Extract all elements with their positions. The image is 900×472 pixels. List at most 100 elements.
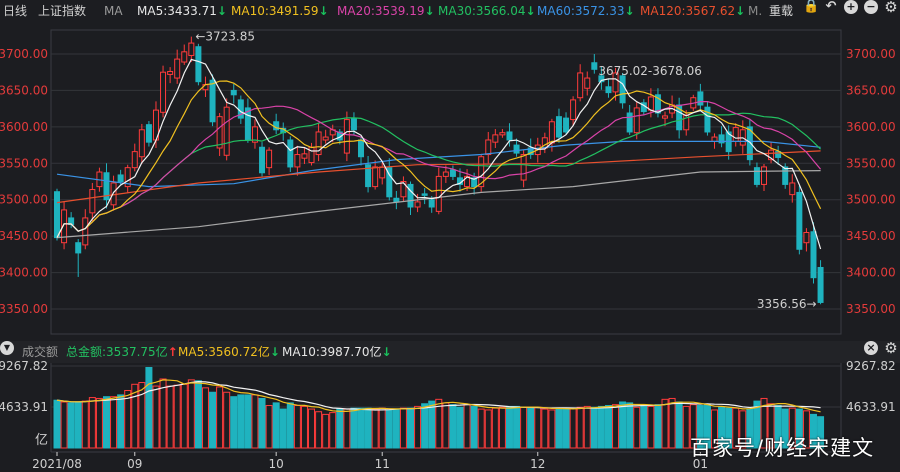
candle-down (605, 86, 612, 94)
candle-down (421, 193, 428, 196)
volume-bar-up (739, 410, 747, 449)
y-tick-label-left: 3550.00 (0, 156, 48, 170)
volume-bar-up (767, 403, 775, 449)
volume-bar-down (640, 405, 648, 449)
volume-bar-up (414, 405, 422, 449)
volume-bar-up (548, 409, 556, 449)
volume-total-text: 总金额:3537.75亿 (66, 345, 168, 359)
reload-button[interactable]: 重载 (769, 4, 794, 18)
collapse-triangle-icon[interactable]: ▼ (0, 341, 14, 355)
lock-icon[interactable]: 🔒 (803, 0, 820, 14)
candle-down (506, 131, 513, 141)
volume-bar-down (357, 407, 365, 449)
ma-truncated-label: M. (748, 4, 763, 18)
x-tick-label: 01 (693, 457, 708, 471)
gear-icon[interactable]: ⚙ (884, 339, 898, 357)
volume-bar-down (209, 391, 217, 449)
volume-bar-down (407, 407, 414, 449)
volume-bar-down (718, 406, 726, 449)
volume-bar-down (470, 405, 478, 449)
y-tick-label-right: 3500.00 (846, 193, 896, 207)
candle-down (407, 183, 414, 208)
candle-up (61, 209, 68, 244)
volume-bar-up (498, 406, 506, 449)
volume-bar-down (428, 400, 436, 449)
volume-bar-up (88, 397, 96, 449)
ma-legend-item: MA5:3433.71↓ (137, 4, 227, 18)
ma-indicator-label[interactable]: MA (104, 4, 123, 18)
candle-down (259, 146, 266, 174)
volume-bar-down (449, 404, 457, 449)
volume-bar-down (696, 405, 704, 449)
volume-bar-up (442, 402, 450, 449)
price-annotation: ←3723.85 (195, 30, 255, 44)
volume-toolbar: ▼ 成交额 总金额:3537.75亿↑ MA5:3560.72亿↓ MA10:3… (0, 341, 900, 363)
zoom-out-icon[interactable]: − (864, 0, 878, 14)
candle-up (322, 136, 329, 141)
gear-icon[interactable]: ⚙ (884, 0, 898, 16)
volume-bar-down (527, 407, 535, 449)
candle-down (746, 126, 753, 161)
candle-down (75, 242, 82, 254)
candle-down (393, 197, 400, 203)
volume-bar-down (244, 394, 252, 449)
volume-ma5-line (56, 379, 821, 413)
index-name[interactable]: 上证指数 (38, 4, 87, 18)
volume-bar-up (668, 397, 676, 449)
candle-up (110, 182, 117, 206)
volume-bar-up (612, 404, 620, 449)
volume-bar-up (308, 408, 316, 449)
volume-bar-down (286, 402, 294, 449)
x-tick-label: 10 (269, 457, 284, 471)
candle-down (54, 191, 60, 239)
volume-bar-up (159, 378, 167, 449)
volume-unit-label: 亿 (35, 433, 48, 448)
volume-bar-down (272, 402, 280, 449)
ma-legend-item: MA120:3567.62↓ (640, 4, 746, 18)
volume-bar-up (187, 379, 195, 449)
volume-bar-up (201, 387, 209, 449)
y-tick-label-right: 3600.00 (846, 120, 896, 134)
volume-bar-up (166, 385, 174, 449)
volume-ma5-text: MA5:3560.72亿 (178, 345, 270, 359)
volume-bar-down (237, 394, 245, 449)
y-tick-label-left: 3400.00 (0, 266, 48, 280)
volume-bar-up (216, 386, 224, 449)
candle-up (138, 129, 145, 158)
period-selector[interactable]: 日线 (3, 4, 28, 18)
candle-down (810, 231, 817, 279)
volume-bar-up (583, 405, 591, 449)
candle-down (654, 94, 661, 114)
candle-down (428, 199, 435, 208)
candle-down (598, 75, 605, 83)
candle-down (782, 166, 789, 185)
candle-up (167, 70, 174, 75)
candle-up (89, 189, 96, 214)
volume-bar-up (569, 407, 577, 449)
volume-bar-up (138, 382, 146, 449)
volume-bar-down (555, 407, 563, 449)
volume-bar-down (194, 380, 202, 449)
candle-down (471, 177, 478, 188)
volume-bar-up (300, 405, 308, 449)
volume-bar-up (682, 405, 690, 449)
volume-tick-label-right: 9267.82 (846, 359, 896, 373)
candle-up (251, 126, 258, 143)
undo-icon[interactable]: ↶ (825, 0, 837, 14)
candle-down (775, 151, 782, 158)
ma-legend-item: MA30:3566.04↓ (438, 4, 536, 18)
y-tick-label-right: 3400.00 (846, 266, 896, 280)
volume-bar-down (117, 394, 125, 449)
candle-up (768, 149, 775, 161)
candle-down (704, 106, 711, 133)
volume-bar-up (399, 407, 407, 449)
volume-bar-down (513, 405, 521, 449)
close-panel-icon[interactable]: × (864, 341, 878, 355)
candle-down (817, 266, 824, 303)
volume-bar-up (322, 413, 330, 449)
volume-bar-up (378, 407, 386, 449)
candle-up (633, 107, 640, 134)
zoom-in-icon[interactable]: + (844, 0, 858, 14)
volume-bar-down (590, 406, 598, 449)
